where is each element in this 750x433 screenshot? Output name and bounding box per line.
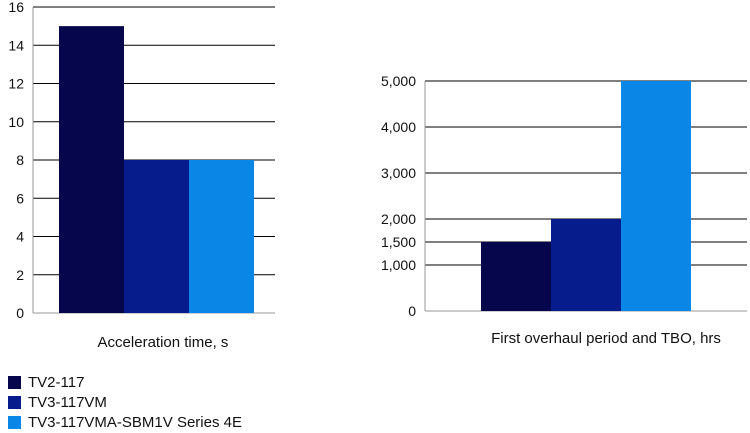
chart2-ytick-label: 5,000: [381, 73, 416, 89]
chart1-ytick-label: 14: [8, 37, 24, 53]
chart1-ytick-label: 16: [8, 0, 24, 15]
chart1-ytick-label: 4: [16, 229, 24, 245]
chart2-ytick-label: 4,000: [381, 119, 416, 135]
chart2-ytick-label: 0: [408, 303, 416, 319]
chart1-ytick-label: 0: [16, 305, 24, 321]
chart1-ytick-label: 2: [16, 267, 24, 283]
chart2-ytick-label: 1,500: [381, 234, 416, 250]
legend-label-tv3-117vm: TV3-117VM: [28, 393, 107, 411]
chart-legend: TV2-117 TV3-117VM TV3-117VMA-SBM1V Serie…: [8, 372, 242, 432]
chart1-ytick-label: 6: [16, 190, 24, 206]
chart2-ytick-label: 3,000: [381, 165, 416, 181]
chart1-ytick-label: 12: [8, 76, 24, 92]
legend-label-tv2-117: TV2-117: [28, 373, 85, 391]
legend-swatch-tv2-117: [8, 375, 21, 389]
chart1-bar-series3: [189, 160, 254, 313]
chart1-category-label: Acceleration time, s: [98, 334, 229, 351]
chart2-ytick-label: 2,000: [381, 211, 416, 227]
chart1-bar-series1: [59, 26, 124, 313]
legend-item-tv2-117: TV2-117: [8, 372, 242, 392]
legend-swatch-tv3-117vm: [8, 395, 21, 409]
chart2-ytick-label: 1,000: [381, 257, 416, 273]
chart2-category-label: First overhaul period and TBO, hrs: [491, 330, 721, 347]
chart1-ytick-label: 10: [8, 114, 24, 130]
chart1-bar-series2: [124, 160, 189, 313]
legend-item-tv3-117vma: TV3-117VMA-SBM1V Series 4E: [8, 412, 242, 432]
chart1-ytick-label: 8: [16, 152, 24, 168]
chart2-bar-series2: [551, 219, 621, 311]
legend-label-tv3-117vma: TV3-117VMA-SBM1V Series 4E: [28, 413, 242, 431]
legend-swatch-tv3-117vma: [8, 415, 21, 429]
chart2-bar-series1: [481, 242, 551, 311]
legend-item-tv3-117vm: TV3-117VM: [8, 392, 242, 412]
chart2-bar-series3: [621, 81, 691, 311]
